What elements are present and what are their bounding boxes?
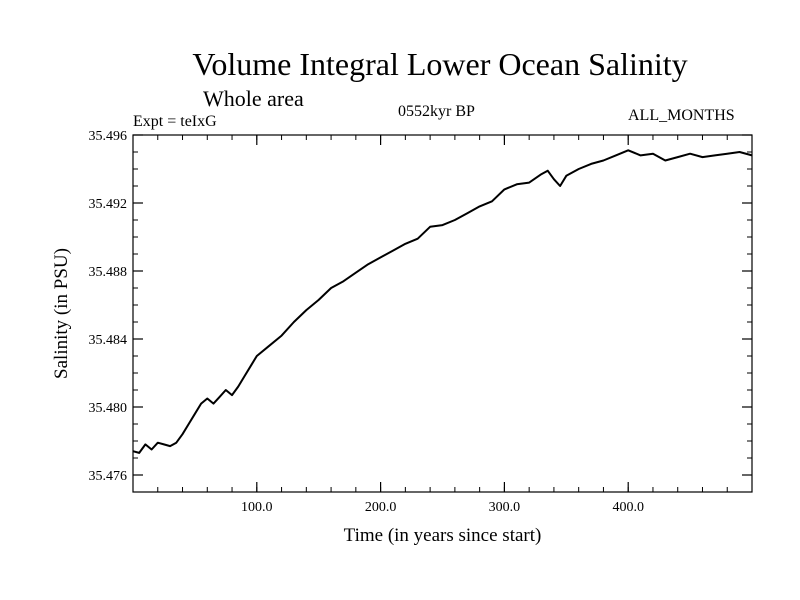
y-tick-label: 35.488 [89,265,128,280]
plot-frame [132,134,753,493]
chart-subtitle: Whole area [203,86,304,111]
x-tick-label: 100.0 [241,500,273,515]
date-label: 0552kyr BP [398,103,475,120]
salinity-series-line [132,149,753,454]
x-axis-title: Time (in years since start) [344,525,542,546]
chart-title: Volume Integral Lower Ocean Salinity [192,46,688,82]
x-tick-label: 200.0 [365,500,397,515]
y-tick-label: 35.476 [89,469,128,484]
y-tick-label: 35.480 [89,401,128,416]
months-label: ALL_MONTHS [628,107,735,124]
y-tick-label: 35.484 [89,333,128,348]
experiment-label: Expt = teIxG [133,113,217,130]
x-tick-label: 300.0 [489,500,521,515]
y-axis-title: Salinity (in PSU) [51,248,72,379]
x-tick-label: 400.0 [612,500,644,515]
y-tick-label: 35.496 [89,129,128,144]
y-tick-label: 35.492 [89,197,128,212]
